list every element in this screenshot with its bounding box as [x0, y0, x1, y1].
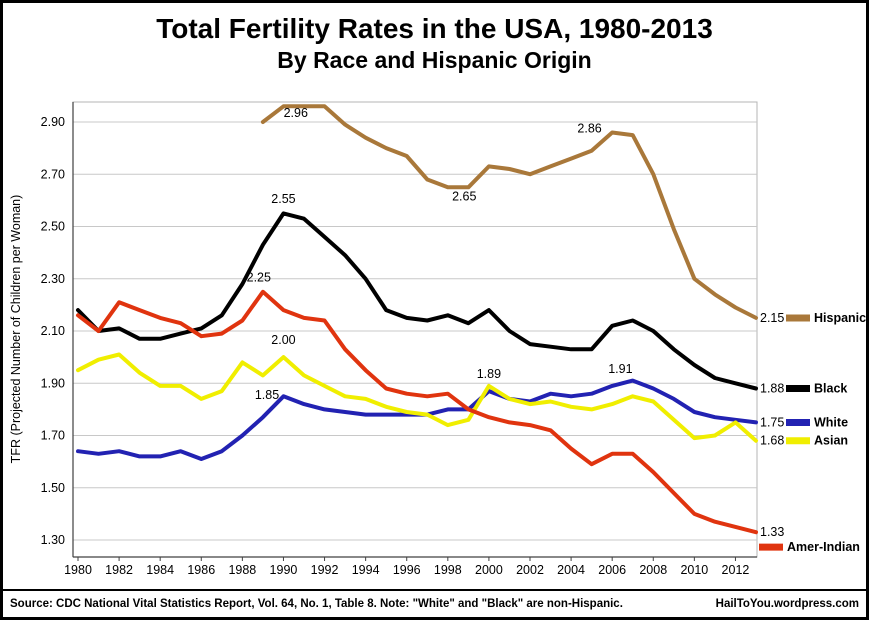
chart-footer: Source: CDC National Vital Statistics Re…	[3, 589, 866, 617]
x-tick-label: 2000	[475, 563, 503, 577]
legend-label-hispanic: Hispanic	[814, 311, 866, 325]
point-label: 2.86	[577, 121, 601, 135]
end-value-label: 2.15	[760, 311, 784, 325]
end-value-label: 1.88	[760, 381, 784, 395]
point-label: 1.89	[477, 367, 501, 381]
x-tick-label: 1988	[228, 563, 256, 577]
point-label: 2.25	[247, 270, 271, 284]
x-tick-label: 2012	[722, 563, 750, 577]
y-tick-label: 2.10	[41, 324, 65, 338]
legend-label-white: White	[814, 415, 848, 429]
source-note: Source: CDC National Vital Statistics Re…	[10, 598, 623, 610]
point-label: 2.55	[271, 192, 295, 206]
x-tick-label: 1984	[146, 563, 174, 577]
point-label: 2.96	[284, 106, 308, 120]
y-tick-label: 2.90	[41, 115, 65, 129]
series-line-hispanic	[260, 104, 758, 320]
end-value-label: 1.75	[760, 415, 784, 429]
x-tick-label: 2006	[598, 563, 626, 577]
end-value-label: 1.33	[760, 525, 784, 539]
x-tick-label: 1986	[187, 563, 215, 577]
y-tick-label: 1.90	[41, 376, 65, 390]
chart-title: Total Fertility Rates in the USA, 1980-2…	[156, 13, 713, 44]
y-tick-label: 1.70	[41, 429, 65, 443]
x-tick-label: 2002	[516, 563, 544, 577]
legend-label-asian: Asian	[814, 434, 848, 448]
y-axis-title: TFR (Projected Number of Children per Wo…	[9, 195, 23, 464]
x-tick-label: 2004	[557, 563, 585, 577]
legend-label-amer-indian: Amer-Indian	[787, 540, 860, 554]
point-label: 2.00	[271, 333, 295, 347]
x-tick-label: 2010	[680, 563, 708, 577]
y-tick-label: 1.30	[41, 533, 65, 547]
y-tick-label: 2.50	[41, 220, 65, 234]
chart-subtitle: By Race and Hispanic Origin	[277, 46, 592, 73]
x-tick-label: 1982	[105, 563, 133, 577]
end-value-label: 1.68	[760, 434, 784, 448]
x-tick-label: 1990	[270, 563, 298, 577]
x-tick-label: 1994	[352, 563, 380, 577]
watermark: HailToYou.wordpress.com	[715, 598, 859, 610]
point-label: 1.85	[255, 388, 279, 402]
series-line-asian	[76, 352, 758, 443]
point-label: 2.65	[452, 189, 476, 203]
x-tick-label: 1992	[311, 563, 339, 577]
x-tick-label: 1998	[434, 563, 462, 577]
y-tick-label: 2.70	[41, 167, 65, 181]
point-label: 1.91	[608, 362, 632, 376]
legend-label-black: Black	[814, 381, 847, 395]
y-tick-label: 2.30	[41, 272, 65, 286]
x-tick-label: 1980	[64, 563, 92, 577]
chart-plot: TFR (Projected Number of Children per Wo…	[9, 101, 866, 577]
chart-header: Total Fertility Rates in the USA, 1980-2…	[3, 3, 866, 95]
x-tick-label: 1996	[393, 563, 421, 577]
x-tick-label: 2008	[639, 563, 667, 577]
y-tick-label: 1.50	[41, 481, 65, 495]
series-line-amer-indian	[76, 289, 758, 535]
